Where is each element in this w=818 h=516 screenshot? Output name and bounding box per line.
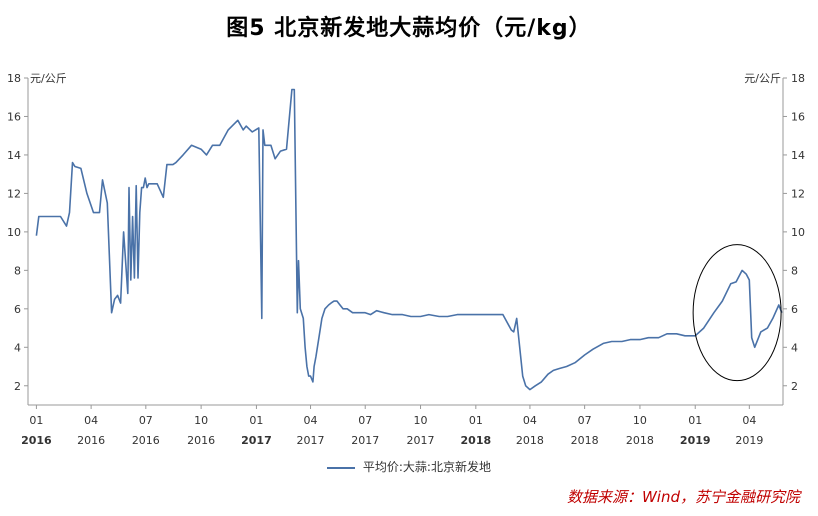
y-tick-label-left: 2 [14,380,21,393]
source-note: 数据来源：Wind，苏宁金融研究院 [566,488,800,506]
x-tick-year: 2016 [187,434,215,447]
x-tick-month: 10 [194,414,208,427]
x-tick-month: 01 [469,414,483,427]
y-tick-label-right: 18 [791,72,805,85]
x-tick-year: 2017 [241,434,272,447]
x-tick-month: 04 [304,414,318,427]
y-tick-label-left: 12 [7,187,21,200]
annotations [692,244,782,382]
legend: 平均价:大蒜:北京新发地 [0,458,818,475]
axes [24,77,787,409]
y-axis-unit-right: 元/公斤 [744,72,781,85]
x-tick-year: 2016 [132,434,160,447]
x-tick-month: 10 [633,414,647,427]
y-tick-label-left: 6 [14,303,21,316]
legend-swatch [327,466,356,469]
series-line-0 [35,88,783,391]
y-tick-label-left: 4 [14,341,21,354]
x-tick-month: 07 [358,414,372,427]
x-tick-year: 2018 [626,434,654,447]
x-tick-month: 07 [139,414,153,427]
legend-label: 平均价:大蒜:北京新发地 [362,460,491,474]
y-axis-unit-left: 元/公斤 [30,72,67,85]
y-tick-label-right: 16 [791,110,805,123]
y-tick-label-right: 2 [791,380,798,393]
y-tick-label-left: 10 [7,226,21,239]
y-tick-label-left: 18 [7,72,21,85]
x-tick-month: 01 [29,414,43,427]
x-tick-month: 04 [523,414,537,427]
x-tick-month: 01 [249,414,263,427]
x-tick-year: 2016 [21,434,52,447]
x-tick-year: 2017 [297,434,325,447]
x-tick-year: 2018 [571,434,599,447]
y-tick-label-left: 14 [7,149,21,162]
x-tick-year: 2016 [77,434,105,447]
x-tick-month: 04 [84,414,98,427]
highlight-ellipse [692,244,782,382]
x-tick-year: 2017 [407,434,435,447]
y-tick-label-right: 8 [791,264,798,277]
x-tick-month: 04 [742,414,756,427]
x-tick-year: 2019 [680,434,711,447]
y-tick-label-left: 16 [7,110,21,123]
tick-labels: 2 2 4 4 6 6 8 8 10 10 12 12 14 14 16 16 18 18 元/公斤 元/公斤 01 20… [7,72,805,447]
x-tick-year: 2017 [351,434,379,447]
x-tick-month: 10 [414,414,428,427]
x-tick-month: 01 [688,414,702,427]
series-lines [35,88,783,391]
x-tick-year: 2019 [735,434,763,447]
y-tick-label-left: 8 [14,264,21,277]
chart-title: 图5 北京新发地大蒜均价（元/kg） [226,16,592,41]
y-tick-label-right: 14 [791,149,805,162]
y-tick-label-right: 12 [791,187,805,200]
y-tick-label-right: 6 [791,303,798,316]
x-tick-year: 2018 [461,434,492,447]
x-tick-year: 2018 [516,434,544,447]
x-tick-month: 07 [578,414,592,427]
y-tick-label-right: 10 [791,226,805,239]
y-tick-label-right: 4 [791,341,798,354]
